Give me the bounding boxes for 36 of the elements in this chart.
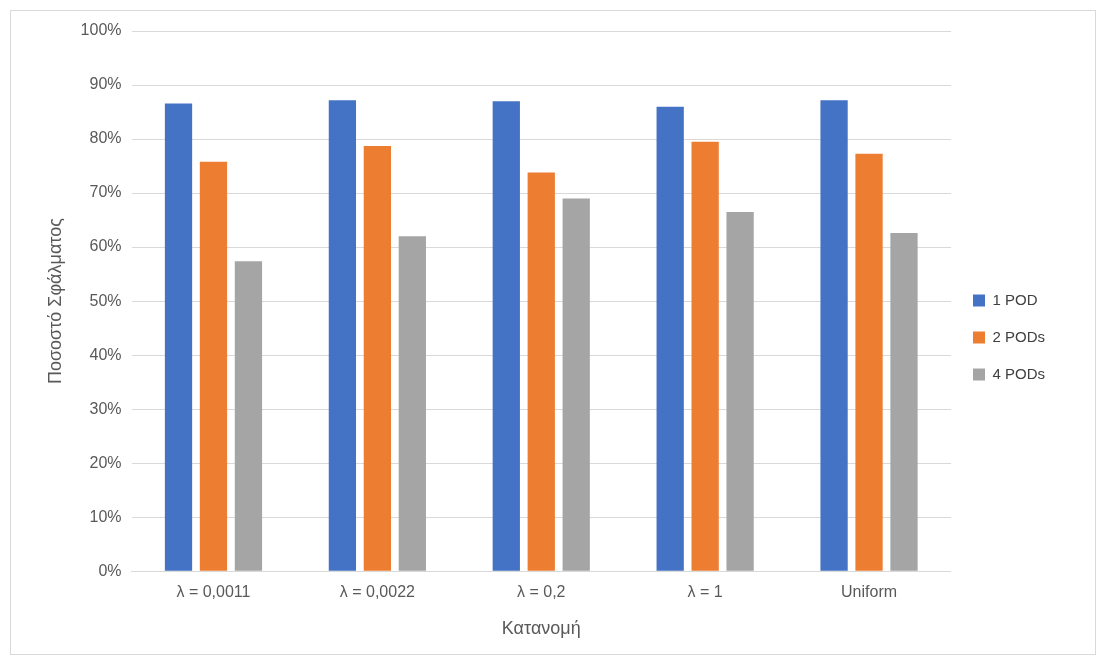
x-tick-label: λ = 0,0011 (176, 583, 251, 601)
x-tick-label: λ = 0,2 (517, 583, 566, 601)
bar (234, 261, 263, 571)
bar (199, 161, 228, 571)
x-tick-label: λ = 1 (687, 583, 723, 601)
legend-label: 4 PODs (992, 364, 1045, 382)
x-tick-label: λ = 0,0022 (339, 583, 416, 601)
legend-label: 2 PODs (992, 327, 1045, 345)
legend-label: 1 POD (992, 290, 1038, 308)
y-tick-label: 70% (89, 183, 122, 201)
y-axis-title: Ποσοστό Σφάλματος (44, 217, 65, 385)
bar (398, 236, 426, 571)
y-tick-label: 30% (89, 399, 122, 417)
bar (363, 146, 391, 571)
bar (691, 141, 719, 571)
bar (562, 198, 590, 571)
bar (164, 103, 193, 571)
bar (820, 100, 848, 571)
y-tick-label: 10% (89, 507, 122, 525)
y-tick-label: 0% (98, 561, 122, 579)
bar (656, 106, 684, 571)
x-tick-label: Uniform (841, 583, 898, 601)
y-tick-label: 50% (89, 291, 122, 309)
y-tick-label: 60% (89, 237, 122, 255)
y-tick-label: 40% (89, 345, 122, 363)
bar (855, 153, 883, 571)
x-axis-title: Κατανομή (501, 618, 581, 639)
bar (726, 211, 754, 571)
bar (890, 233, 918, 571)
y-tick-label: 80% (89, 129, 122, 147)
y-tick-label: 100% (80, 21, 122, 39)
y-tick-label: 20% (89, 453, 122, 471)
bar (527, 172, 555, 571)
bar (492, 101, 520, 571)
bar (328, 100, 357, 571)
y-tick-label: 90% (89, 75, 122, 93)
